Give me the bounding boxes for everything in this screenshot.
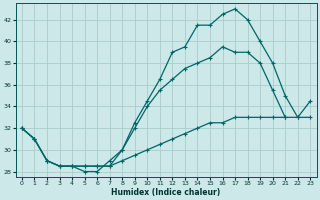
- X-axis label: Humidex (Indice chaleur): Humidex (Indice chaleur): [111, 188, 221, 197]
